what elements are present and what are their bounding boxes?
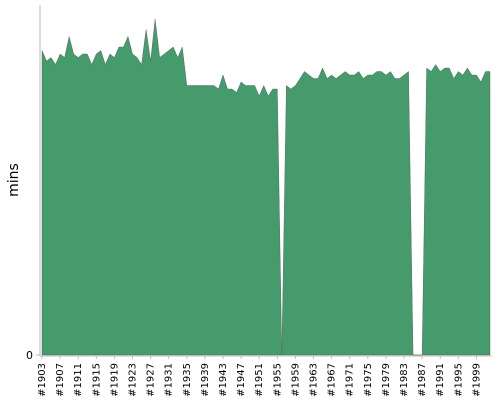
x-tick-label: #1991: [435, 363, 446, 397]
x-tick-label: #1943: [218, 363, 229, 397]
x-tick-label: #1971: [345, 363, 356, 397]
x-tick-label: #1911: [73, 363, 84, 397]
area: [41, 18, 491, 356]
y-tick-label: 0: [26, 349, 33, 362]
x-tick-label: #1975: [363, 363, 374, 397]
x-tick-label: #1939: [200, 363, 211, 397]
x-tick-label: #1915: [91, 363, 102, 397]
x-tick-label: #1927: [146, 363, 157, 397]
x-tick-label: #1995: [453, 363, 464, 397]
x-tick-label: #1907: [55, 363, 66, 397]
y-axis-label: mins: [6, 163, 22, 197]
x-tick-label: #1979: [381, 363, 392, 397]
x-tick-label: #1903: [37, 363, 48, 397]
x-tick-label: #1951: [254, 363, 265, 397]
x-tick-label: #1947: [236, 363, 247, 397]
x-tick-label: #1963: [309, 363, 320, 397]
x-tick-label: #1919: [109, 363, 120, 397]
x-tick-label: #1959: [290, 363, 301, 397]
x-tick-label: #1983: [399, 363, 410, 397]
x-tick-label: #1923: [128, 363, 139, 397]
x-tick-label: #1955: [272, 363, 283, 397]
x-tick-label: #1987: [417, 363, 428, 397]
x-tick-label: #1931: [164, 363, 175, 397]
x-tick-label: #1999: [471, 363, 482, 397]
x-tick-label: #1967: [327, 363, 338, 397]
x-tick-label: #1935: [182, 363, 193, 397]
